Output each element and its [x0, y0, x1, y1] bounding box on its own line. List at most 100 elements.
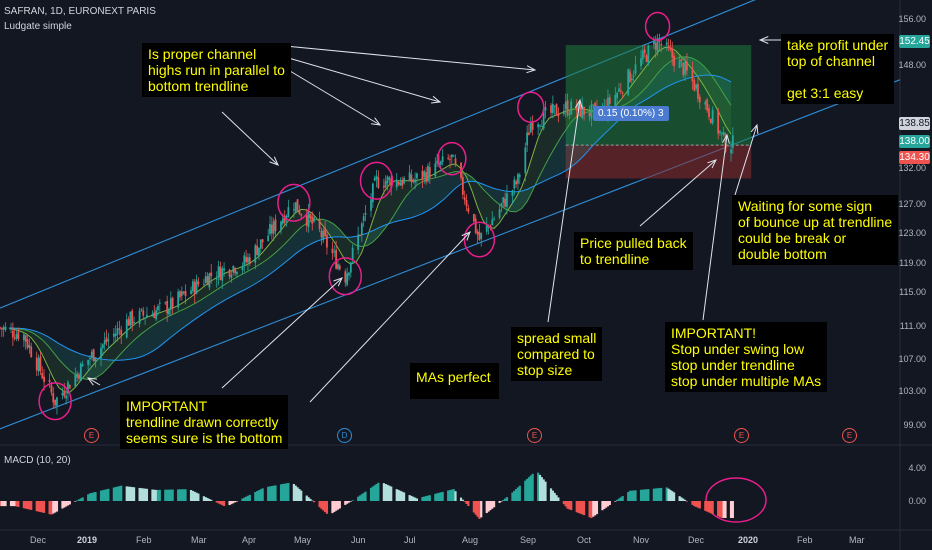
macd-bar [230, 501, 233, 505]
candle-body [449, 159, 451, 161]
ma-ribbon [9, 56, 732, 380]
candle-body [654, 42, 657, 50]
candle-body [540, 125, 543, 127]
candle-body [261, 239, 264, 243]
macd-bar [614, 501, 617, 502]
candle-body [259, 239, 262, 249]
candle-body [300, 214, 303, 216]
macd-bar [724, 501, 727, 518]
earnings-badge[interactable]: E [527, 428, 542, 443]
macd-bar [28, 501, 31, 510]
macd-bar [632, 490, 635, 501]
macd-bar [285, 483, 288, 501]
macd-bar [77, 499, 81, 501]
arrow-head [526, 65, 537, 74]
candle-body [221, 268, 224, 281]
macd-bar [114, 487, 117, 501]
candle-body [338, 265, 341, 270]
macd-bar [397, 489, 400, 501]
candle-body [298, 210, 301, 214]
candle-body [695, 84, 698, 89]
macd-bar [254, 492, 257, 501]
earnings-badge[interactable]: E [84, 428, 99, 443]
annotation-trendline: IMPORTANT trendline drawn correctly seem… [120, 395, 289, 449]
candle-body [656, 38, 659, 53]
candle-body [704, 101, 707, 105]
dividend-badge[interactable]: D [337, 428, 352, 443]
candle-body [544, 107, 547, 111]
macd-bar [717, 501, 720, 517]
macd-bar [454, 491, 457, 501]
price-tick: 111.00 [899, 321, 926, 331]
candle-body [555, 104, 558, 116]
macd-bar [127, 486, 130, 501]
macd-bar [706, 501, 709, 512]
candle-body [592, 104, 595, 106]
candle-body [206, 276, 209, 286]
macd-bar [544, 481, 547, 501]
macd-bar [281, 484, 284, 501]
macd-bar [502, 500, 505, 501]
arrow-head [750, 123, 759, 135]
arrow-head [333, 277, 343, 287]
candle-body [112, 333, 115, 337]
macd-bar [333, 501, 336, 512]
candle-body [423, 171, 426, 177]
candle-body [399, 182, 402, 186]
candle-body [515, 181, 518, 185]
macd-bar [616, 499, 619, 501]
earnings-badge[interactable]: E [734, 428, 749, 443]
macd-bar [489, 501, 492, 511]
macd-bar [197, 493, 200, 501]
candle-body [171, 297, 174, 309]
macd-bar [628, 490, 632, 501]
macd-bar [643, 489, 646, 501]
swing-point-circle [328, 257, 363, 296]
candle-body [502, 197, 505, 203]
candle-body [48, 379, 51, 383]
macd-bar [384, 484, 387, 501]
macd-bar [685, 501, 689, 502]
macd-bar [680, 497, 683, 501]
macd-bar [695, 501, 698, 507]
candle-body [50, 384, 53, 393]
candle-body [17, 331, 20, 340]
earnings-badge[interactable]: E [842, 428, 857, 443]
annotation-arrow [284, 45, 536, 71]
candle-body [386, 176, 389, 184]
macd-bar [634, 490, 637, 501]
candle-body [634, 64, 637, 74]
macd-bar [270, 486, 273, 501]
candle-body [632, 75, 635, 77]
position-tool-label[interactable]: 0.15 (0.10%) 3 [593, 106, 669, 121]
macd-bar [669, 489, 672, 501]
candle-body [41, 372, 44, 379]
macd-bar [371, 486, 374, 501]
macd-bar [312, 501, 316, 503]
time-tick: Mar [849, 535, 865, 545]
macd-bar [627, 492, 630, 501]
candle-body [717, 110, 720, 134]
macd-bar [491, 501, 494, 509]
candle-body [359, 234, 361, 236]
candle-body [208, 273, 211, 288]
macd-bar [22, 501, 25, 509]
candle-body [568, 114, 571, 116]
candle-body [583, 106, 585, 115]
macd-bar [511, 492, 514, 501]
macd-bar [26, 501, 29, 510]
candle-body [427, 165, 429, 182]
candle-body [461, 176, 464, 195]
candle-body [364, 213, 367, 215]
candle-body [414, 179, 417, 183]
macd-bar [641, 489, 644, 501]
macd-bar [99, 490, 103, 501]
macd-bar [347, 501, 351, 503]
time-tick: Mar [191, 535, 207, 545]
macd-bar [704, 501, 707, 511]
candle-body [100, 347, 102, 359]
candle-body [311, 216, 314, 224]
candle-body [410, 174, 413, 183]
candle-body [281, 218, 284, 224]
